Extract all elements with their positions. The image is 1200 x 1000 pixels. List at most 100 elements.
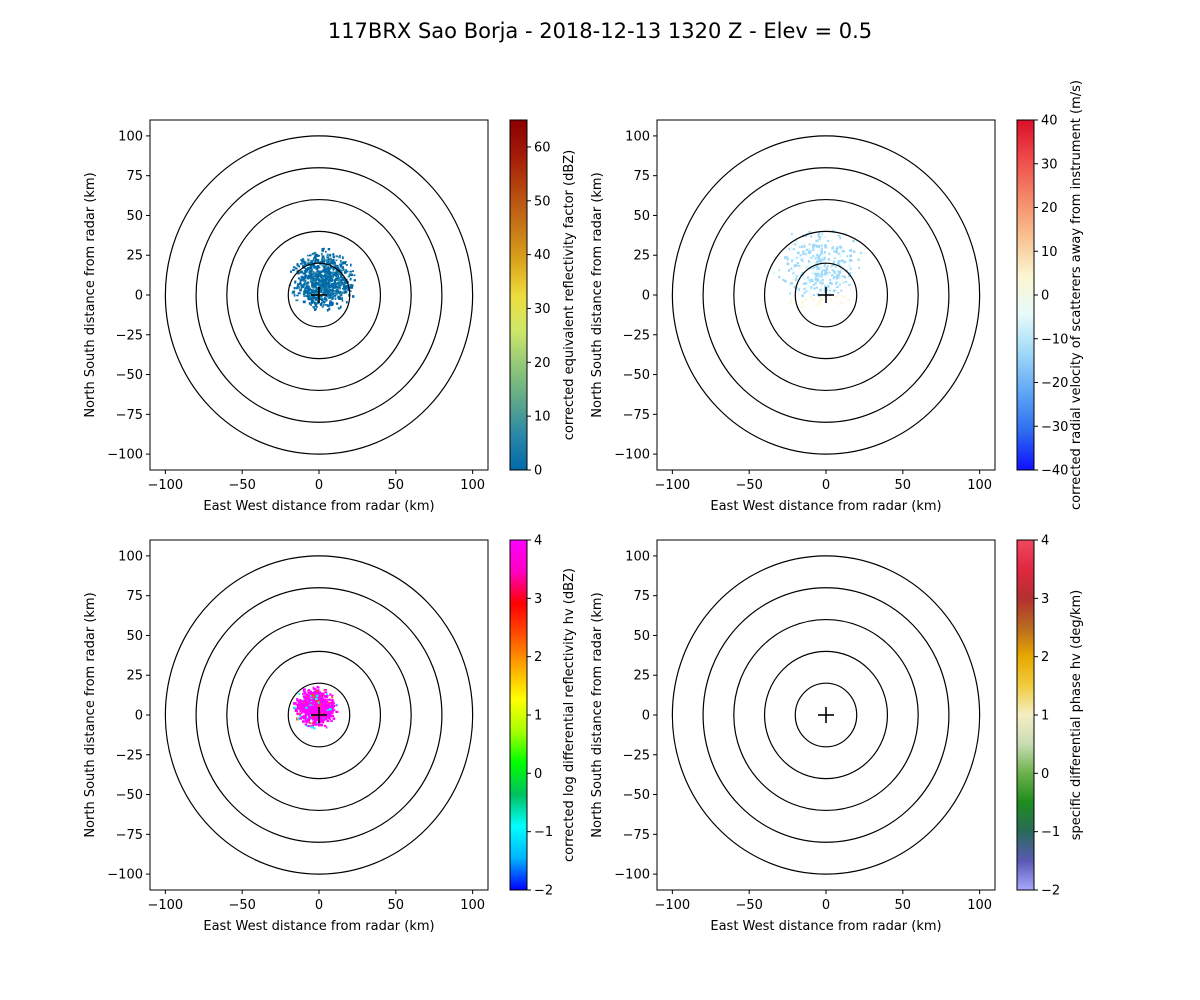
echo-pixel <box>820 273 823 276</box>
x-tick-label: 50 <box>388 898 405 913</box>
echo-pixel <box>302 688 306 691</box>
echo-pixel <box>326 271 329 274</box>
echo-pixel <box>327 267 330 270</box>
echo-pixel <box>330 283 333 286</box>
y-tick-label: 25 <box>633 669 650 684</box>
echo-pixel <box>803 256 805 260</box>
echo-pixel <box>786 293 789 296</box>
echo-pixel <box>350 263 352 267</box>
echo-pixel <box>819 282 821 284</box>
echo-pixel <box>349 290 352 292</box>
echo-pixel <box>833 271 836 274</box>
echo-pixel <box>821 256 824 259</box>
x-tick-label: −100 <box>148 478 184 493</box>
echo-pixel <box>302 690 305 693</box>
echo-pixel <box>332 702 335 704</box>
echo-pixel <box>307 725 311 728</box>
echo-pixel <box>314 254 317 257</box>
echo-pixel <box>308 262 312 265</box>
echo-pixel <box>815 239 818 243</box>
echo-pixel <box>816 259 820 262</box>
y-tick-label: 0 <box>642 289 650 304</box>
echo-pixel <box>835 247 838 250</box>
echo-pixel <box>303 700 306 703</box>
colorbar-tick-label: −10 <box>1041 332 1068 347</box>
echo-pixel <box>793 270 796 273</box>
echo-pixel <box>811 246 814 249</box>
echo-pixel <box>824 254 826 257</box>
y-axis-label: North South distance from radar (km) <box>83 172 98 417</box>
echo-pixel <box>824 235 827 238</box>
x-tick-label: −100 <box>148 898 184 913</box>
echo-pixel <box>295 299 299 302</box>
echo-pixel <box>308 274 311 277</box>
echo-pixel <box>302 720 304 723</box>
y-tick-label: −50 <box>623 368 650 383</box>
plot-area <box>671 135 981 455</box>
echo-pixel <box>340 275 343 279</box>
echo-pixel <box>336 281 339 285</box>
echo-pixel <box>320 697 323 699</box>
echo-pixel <box>320 303 323 307</box>
echo-pixel <box>329 291 333 294</box>
y-axis-label: North South distance from radar (km) <box>590 172 605 417</box>
echo-pixel <box>808 281 811 283</box>
echo-pixel <box>319 711 322 714</box>
echo-pixel <box>299 710 301 713</box>
echo-pixel <box>314 303 317 307</box>
echo-pixel <box>314 308 317 310</box>
echo-pixel <box>805 249 808 251</box>
echo-pixel <box>810 256 813 259</box>
echo-pixel <box>837 253 840 255</box>
echo-pixel <box>325 298 328 301</box>
echo-pixel <box>293 293 296 297</box>
echo-pixel <box>312 721 314 724</box>
echo-pixel <box>310 297 313 300</box>
echo-pixel <box>310 303 312 306</box>
echo-pixel <box>843 232 847 235</box>
echo-pixel <box>320 694 324 696</box>
echo-pixel <box>333 263 335 266</box>
echo-pixel <box>798 266 802 269</box>
echo-pixel <box>322 699 325 703</box>
y-axis-label: North South distance from radar (km) <box>590 592 605 837</box>
colorbar-tick-label: 20 <box>534 356 551 371</box>
echo-pixel <box>325 692 328 696</box>
echo-pixel <box>310 692 314 695</box>
echo-pixel <box>310 695 312 697</box>
echo-pixel <box>324 250 327 253</box>
echo-pixel <box>828 252 831 255</box>
echo-pixel <box>844 270 847 273</box>
x-axis-label: East West distance from radar (km) <box>710 499 941 514</box>
echo-pixel <box>311 698 315 702</box>
echo-pixel <box>325 265 327 268</box>
echo-pixel <box>825 274 829 278</box>
echo-pixel <box>321 249 324 252</box>
echo-pixel <box>310 695 313 698</box>
echo-pixel <box>320 299 324 302</box>
echo-pixel <box>299 717 302 720</box>
echo-pixel <box>304 268 307 271</box>
echo-pixel <box>818 301 821 304</box>
range-ring-60km <box>733 198 919 392</box>
echo-pixel <box>335 289 339 292</box>
echo-pixel <box>807 284 810 287</box>
echo-pixel <box>850 259 853 262</box>
echo-pixel <box>344 269 347 273</box>
echo-pixel <box>815 275 817 278</box>
colorbar-tick-label: −2 <box>1041 884 1060 899</box>
echo-pixel <box>797 257 801 260</box>
echo-pixel <box>815 303 817 306</box>
echo-pixel <box>329 280 332 283</box>
x-tick-label: 100 <box>460 478 485 493</box>
echo-pixel <box>312 289 316 293</box>
range-ring-100km <box>164 135 474 455</box>
echo-pixel <box>307 254 309 257</box>
colorbar-tick-label: 20 <box>1041 201 1058 216</box>
colorbar-tick-label: 0 <box>1041 767 1049 782</box>
echo-pixel <box>321 301 324 304</box>
echo-pixel <box>341 278 345 281</box>
echo-pixel <box>335 292 338 296</box>
echo-pixel <box>837 262 840 264</box>
echo-pixel <box>816 272 820 276</box>
